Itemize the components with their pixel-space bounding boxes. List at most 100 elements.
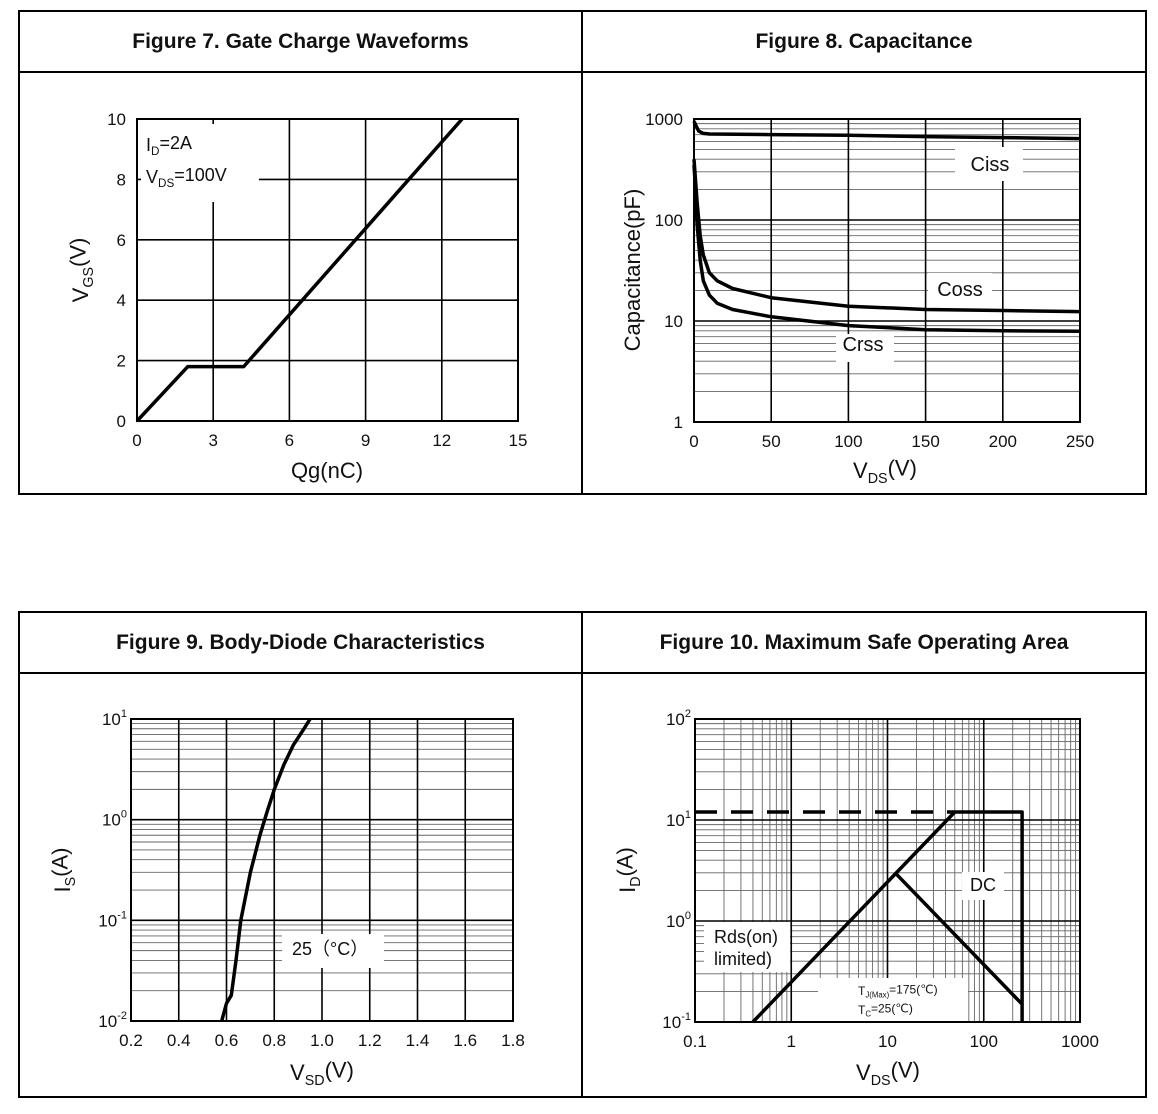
label-suffix: (A) [47,848,72,877]
annotation-background [704,922,790,972]
y-tick-label: 100 [655,211,683,230]
plot-frame [136,118,519,422]
label-suffix: (V) [891,1057,920,1082]
x-tick-label: 1.2 [358,1031,382,1050]
figure-9-title: Figure 9. Body-Diode Characteristics [20,613,581,674]
x-tick-label: 1.4 [406,1031,430,1050]
tick-base: 10 [666,811,685,830]
x-tick-label: 0.8 [262,1031,286,1050]
label-suffix: (V) [325,1057,354,1082]
label-main: I [615,887,640,893]
figure-7-title: Figure 7. Gate Charge Waveforms [20,12,581,73]
series-line-ciss [692,120,1081,141]
plot-frame [694,718,1081,1023]
y-axis-label: VGS(V) [65,238,97,303]
label-main: T [858,1003,866,1017]
annotation-text: DC [970,875,996,895]
label-main: V [853,458,868,483]
x-tick-label: 3 [208,431,217,450]
tick-exp: 0 [121,809,127,821]
x-tick-label: 200 [989,432,1017,451]
tick-base: 10 [102,811,121,830]
label-suffix: =25(℃) [871,1002,913,1016]
x-tick-label: 1.8 [501,1031,525,1050]
tick-base: 10 [98,1012,117,1031]
x-tick-label: 1.6 [453,1031,477,1050]
y-tick-label: 101 [102,708,127,729]
y-tick-label: 4 [117,291,126,310]
x-tick-label: 0.4 [167,1031,191,1050]
series-line [893,871,1024,1006]
y-tick-label: 1 [674,413,683,432]
series-line [135,117,464,423]
y-tick-label: 0 [117,412,126,431]
tick-exp: 0 [685,910,691,922]
label-main: DC [970,875,996,895]
annotation-text: VDS=100V [146,165,227,190]
y-tick-label: 10-1 [98,909,127,930]
plot-frame [693,118,1081,423]
y-tick-label: 8 [117,170,126,189]
x-tick-label: 100 [834,432,862,451]
annotation-background [141,124,259,202]
x-axis-label: VDS(V) [856,1057,920,1089]
x-tick-label: 1000 [1061,1032,1099,1051]
x-tick-label: 12 [432,431,451,450]
label-main: 25（°C） [292,939,368,959]
series-label: Crss [842,334,883,356]
tick-exp: 2 [685,708,691,720]
annotation-background [818,978,968,1022]
tick-base: 10 [102,710,121,729]
figure-9-panel: Figure 9. Body-Diode Characteristics [18,611,583,1098]
label-main: limited) [714,949,772,969]
series-label-background [955,147,1023,181]
x-tick-label: 150 [911,432,939,451]
figure-10-title: Figure 10. Maximum Safe Operating Area [583,613,1145,674]
figure-10-chart: 0.1 1 10 100 100010-1100101102Rds(on)limited… [612,708,1099,1089]
label-main: I [50,886,75,892]
tick-base: 10 [98,911,117,930]
series-line-dc [954,810,1024,1022]
y-tick-label: 100 [666,910,691,931]
figure-8-title: Figure 8. Capacitance [583,12,1145,73]
label-main: Qg(nC) [291,458,363,483]
annotation-text: ID=2A [146,133,192,158]
y-axis-label: IS(A) [47,848,79,893]
y-tick-label: 102 [666,708,691,729]
label-suffix: (V) [65,238,90,267]
x-tick-label: 100 [970,1032,998,1051]
tick-exp: 1 [685,809,691,821]
x-tick-label: 0.1 [683,1032,707,1051]
series-label: Coss [937,279,983,301]
series-line [220,718,312,1022]
figure-9-chart: 0.2 0.4 0.6 0.8 1.0 1.2 1.4 1.6 1.810-210-110010… [47,708,525,1089]
annotation-background [962,872,1004,900]
label-sub: SD [305,1073,325,1089]
tick-base: 10 [666,912,685,931]
label-sub: DS [158,177,174,190]
label-main: Capacitance(pF) [620,189,645,352]
label-main: I [146,135,151,155]
x-tick-label: 1.0 [310,1031,334,1050]
y-tick-label: 6 [117,231,126,250]
y-tick-label: 1000 [645,110,683,129]
series-label: Ciss [971,154,1010,176]
y-tick-label: 101 [666,809,691,830]
label-main: V [290,1060,305,1085]
label-sub: DS [868,471,888,487]
label-sub: S [63,877,79,887]
label-sub: C [865,1010,871,1019]
label-suffix: (A) [612,847,637,876]
x-tick-label: 6 [285,431,294,450]
series-label-background [836,334,894,362]
annotation-text: TC=25(℃) [858,1002,913,1019]
y-axis-label: Capacitance(pF) [620,189,645,352]
y-tick-label: 10 [664,312,683,331]
x-axis-label: VDS(V) [853,455,917,487]
annotation-text: TJ(Max)=175(℃) [858,983,938,1000]
x-tick-label: 10 [878,1032,897,1051]
x-tick-label: 0.2 [119,1031,143,1050]
tick-base: 10 [666,710,685,729]
